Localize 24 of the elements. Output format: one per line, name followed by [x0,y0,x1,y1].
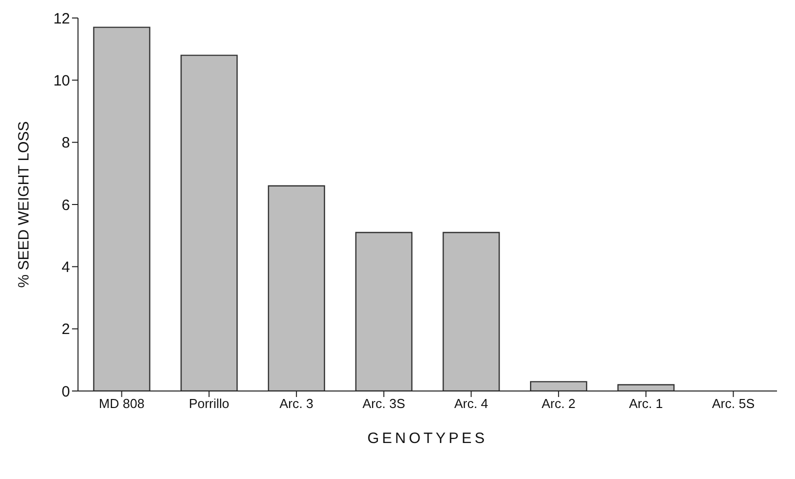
x-tick-label: Arc. 5S [712,396,755,412]
x-tick-label: Arc. 2 [542,396,576,412]
bar [180,54,238,391]
x-tick-label: MD 808 [98,396,144,412]
y-tick-label: 8 [62,134,70,152]
y-tick-label: 12 [53,10,70,28]
x-tick-label: Porrillo [188,396,230,412]
bar [617,384,675,391]
y-tick-label: 6 [62,196,70,214]
y-axis-title: % SEED WEIGHT LOSS [15,121,32,288]
x-axis-title: GENOTYPES [367,430,488,447]
bar [268,185,326,391]
x-tick-label: Arc. 3 [279,396,314,412]
y-tick-label: 4 [62,258,70,276]
x-tick-label: Arc. 4 [454,396,488,412]
bar [530,381,588,391]
x-tick-label: Arc. 3S [362,396,406,412]
y-tick-label: 2 [62,321,70,338]
bar [355,232,412,391]
y-tick-label: 0 [62,383,70,400]
x-tick-label: Arc. 1 [628,396,663,412]
y-tick-label: 10 [53,72,70,90]
bar [93,26,150,391]
bar [442,232,500,391]
